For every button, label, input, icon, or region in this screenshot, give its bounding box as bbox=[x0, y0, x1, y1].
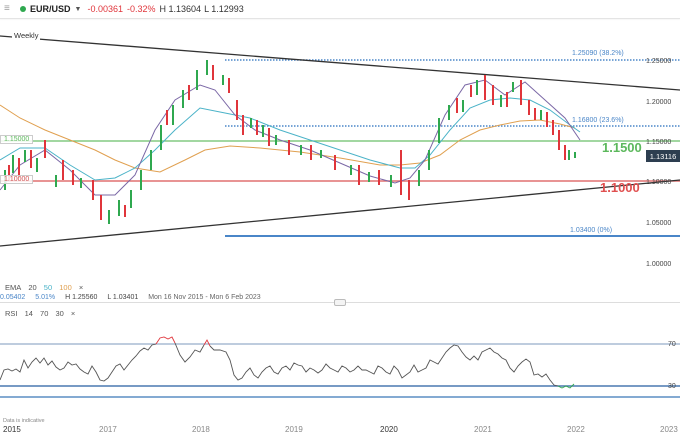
svg-text:30: 30 bbox=[668, 383, 676, 390]
year-label: 2018 bbox=[192, 425, 210, 434]
fib-38-label: 1.25090 (38.2%) bbox=[572, 50, 624, 57]
descending-trendline[interactable] bbox=[0, 35, 680, 91]
fib-0-label: 1.03400 (0%) bbox=[570, 227, 613, 234]
rsi-oversold bbox=[557, 383, 575, 389]
data-indicative-note: Data is indicative bbox=[3, 418, 45, 424]
svg-text:1.25000: 1.25000 bbox=[646, 58, 671, 65]
year-label: 2023 bbox=[660, 425, 678, 434]
ema-close-icon[interactable]: × bbox=[78, 283, 84, 292]
svg-text:70: 70 bbox=[668, 341, 676, 348]
rsi-axis: 70 30 bbox=[668, 341, 676, 390]
price-axis: 1.25000 1.20000 1.15000 1.10000 1.05000 … bbox=[646, 58, 671, 268]
range-stats: 0.05402 5.01% H 1.25560 L 1.03401 Mon 16… bbox=[0, 294, 269, 301]
year-label: 2017 bbox=[99, 425, 117, 434]
rsi-line bbox=[0, 343, 157, 382]
rsi-overbought-2 bbox=[203, 339, 211, 347]
rsi-overbought-1 bbox=[155, 336, 176, 345]
range-high: H 1.25560 bbox=[65, 294, 98, 301]
support-box: 1.10000 bbox=[0, 175, 34, 184]
rsi-close-icon[interactable]: × bbox=[70, 309, 76, 318]
range-pct: 5.01% bbox=[35, 294, 56, 301]
svg-text:1.15000: 1.15000 bbox=[646, 139, 671, 146]
fib-23-label: 1.16800 (23.6%) bbox=[572, 117, 624, 124]
chevron-down-icon[interactable]: ▼ bbox=[74, 5, 82, 13]
rsi-legend: RSI 14 70 30 × bbox=[5, 309, 80, 318]
rsi-upper: 70 bbox=[40, 309, 49, 318]
svg-text:1.05000: 1.05000 bbox=[646, 220, 671, 227]
ema-period-20: 20 bbox=[28, 283, 37, 292]
range-dates: Mon 16 Nov 2015 - Mon 6 Feb 2023 bbox=[148, 294, 261, 301]
rsi-line-3 bbox=[209, 344, 559, 387]
year-label: 2015 bbox=[3, 425, 21, 434]
price-change-pct: -0.32% bbox=[126, 4, 156, 14]
market-status-icon bbox=[20, 6, 26, 12]
candlesticks bbox=[4, 60, 576, 224]
ema-period-100: 100 bbox=[59, 283, 72, 292]
year-label: 2019 bbox=[285, 425, 303, 434]
ema-50-line bbox=[0, 97, 581, 181]
symbol-name[interactable]: EUR/USD bbox=[30, 4, 71, 14]
rsi-lower: 30 bbox=[55, 309, 64, 318]
price-chart[interactable]: 1.25000 1.20000 1.15000 1.10000 1.05000 … bbox=[0, 19, 680, 424]
ema-legend: EMA 20 50 100 × bbox=[5, 283, 88, 292]
rsi-line-2 bbox=[174, 342, 205, 363]
svg-text:1.10000: 1.10000 bbox=[646, 179, 671, 186]
resistance-box: 1.15000 bbox=[0, 135, 34, 144]
hamburger-menu-icon[interactable]: ≡ bbox=[4, 3, 10, 14]
year-label: 2022 bbox=[567, 425, 585, 434]
year-label: 2020 bbox=[380, 425, 398, 434]
svg-text:1.20000: 1.20000 bbox=[646, 99, 671, 106]
year-label: 2021 bbox=[474, 425, 492, 434]
price-change: -0.00361 bbox=[87, 4, 123, 14]
rsi-name: RSI bbox=[5, 309, 18, 318]
timeframe-label: Weekly bbox=[12, 31, 41, 40]
ema-20-line bbox=[0, 79, 581, 196]
range-low: L 1.03401 bbox=[107, 294, 139, 301]
ema-period-50: 50 bbox=[43, 283, 53, 292]
ema-name: EMA bbox=[5, 283, 22, 292]
svg-text:1.00000: 1.00000 bbox=[646, 261, 671, 268]
range-change: 0.05402 bbox=[0, 294, 26, 301]
session-low: L 1.12993 bbox=[204, 4, 244, 14]
resistance-label: 1.1500 bbox=[602, 140, 642, 155]
top-toolbar: ≡ EUR/USD ▼ -0.00361 -0.32% H 1.13604 L … bbox=[0, 0, 680, 19]
panel-resize-handle[interactable] bbox=[334, 299, 346, 306]
current-price-tag: 1.13116 bbox=[646, 150, 680, 162]
session-high: H 1.13604 bbox=[159, 4, 202, 14]
rsi-period: 14 bbox=[24, 309, 33, 318]
support-label: 1.1000 bbox=[600, 180, 640, 195]
ascending-trendline[interactable] bbox=[0, 179, 680, 247]
ema-100-line bbox=[0, 104, 576, 173]
